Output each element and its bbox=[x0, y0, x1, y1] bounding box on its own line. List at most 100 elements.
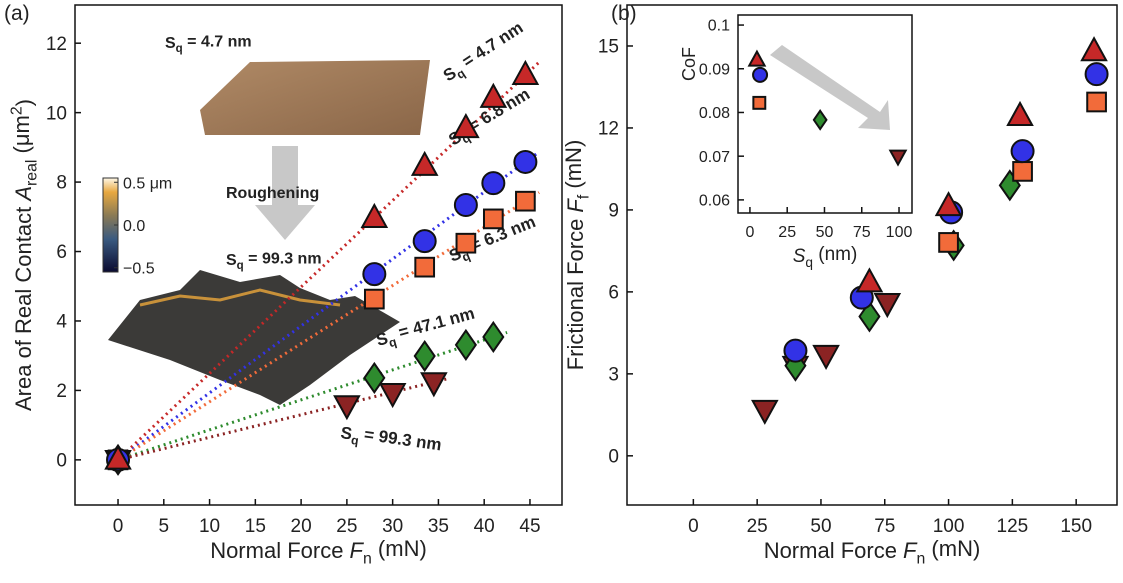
marker bbox=[454, 328, 477, 361]
x-tick-label: 0 bbox=[688, 516, 699, 537]
y-tick-label: 12 bbox=[598, 119, 619, 140]
marker bbox=[1086, 91, 1107, 113]
y-tick-label: 10 bbox=[46, 103, 67, 124]
x-tick-label: 0 bbox=[113, 516, 124, 537]
marker bbox=[1010, 139, 1035, 164]
x-tick-label: 45 bbox=[519, 516, 540, 537]
marker bbox=[414, 256, 436, 278]
image-label-part: S bbox=[165, 35, 176, 52]
x-tick-label: 75 bbox=[874, 516, 895, 537]
marker bbox=[513, 149, 538, 174]
marker bbox=[363, 361, 386, 394]
marker bbox=[378, 383, 407, 409]
x-axis-label-part: (mN) bbox=[372, 536, 427, 561]
x-tick-label: 30 bbox=[382, 516, 403, 537]
series-label-part: = 4.7 nm bbox=[455, 18, 527, 74]
marker bbox=[873, 293, 902, 319]
x-tick-label: 50 bbox=[816, 224, 834, 241]
marker bbox=[511, 59, 540, 85]
marker bbox=[752, 95, 767, 110]
marker bbox=[747, 49, 767, 67]
marker bbox=[479, 82, 508, 108]
marker bbox=[360, 202, 389, 228]
marker bbox=[363, 288, 385, 310]
y-tick-label: 4 bbox=[56, 312, 67, 333]
panel-label: (a) bbox=[4, 2, 30, 25]
x-tick-label: 20 bbox=[291, 516, 312, 537]
y-tick-label: 0 bbox=[608, 446, 619, 467]
x-axis-label: Normal Force Fn (mN) bbox=[764, 536, 981, 568]
y-tick-label: 0.1 bbox=[708, 18, 730, 35]
marker bbox=[482, 208, 504, 230]
x-tick-label: 50 bbox=[810, 516, 831, 537]
x-tick-label: 35 bbox=[428, 516, 449, 537]
marker bbox=[934, 191, 963, 217]
x-tick-label: 40 bbox=[474, 516, 495, 537]
x-tick-label: 100 bbox=[933, 516, 965, 537]
image-label-part: = 4.7 nm bbox=[183, 33, 252, 50]
marker bbox=[812, 109, 828, 131]
marker bbox=[410, 150, 439, 176]
inset-x-label-part: S bbox=[793, 246, 806, 267]
marker bbox=[855, 267, 884, 293]
y-axis-label-part: f bbox=[576, 194, 593, 199]
marker bbox=[452, 112, 480, 139]
y-tick-label: 6 bbox=[608, 283, 619, 304]
x-tick-label: 5 bbox=[159, 516, 170, 537]
series-label-part: q bbox=[387, 335, 398, 350]
marker bbox=[858, 300, 881, 333]
series-label-part: S bbox=[374, 329, 390, 350]
y-tick-label: 9 bbox=[608, 201, 619, 222]
marker bbox=[412, 229, 437, 254]
image-label: Sq = 99.3 nm bbox=[226, 250, 322, 272]
y-tick-label: 12 bbox=[46, 34, 67, 55]
image-label-part: S bbox=[226, 252, 237, 269]
x-axis-label-part: Normal Force bbox=[764, 538, 903, 563]
marker bbox=[420, 372, 448, 398]
image-label: Roughening bbox=[226, 185, 319, 202]
x-axis-label-part: F bbox=[350, 538, 365, 563]
y-tick-label: 0.08 bbox=[699, 105, 730, 122]
colorbar-tick-label: 0.0 bbox=[123, 218, 145, 235]
y-tick-label: 0 bbox=[56, 451, 67, 472]
y-axis-label-part: A bbox=[11, 186, 36, 203]
surface-highlight bbox=[139, 288, 341, 307]
series-label-part: q bbox=[350, 433, 359, 448]
marker bbox=[752, 66, 769, 83]
x-axis-label-part: n bbox=[917, 551, 926, 568]
x-axis-label-part: (mN) bbox=[925, 536, 980, 561]
marker bbox=[481, 171, 506, 196]
plot-frame bbox=[626, 4, 1118, 506]
inset-x-label: Sq (nm) bbox=[793, 244, 858, 270]
y-axis-label-part: (μm bbox=[9, 115, 34, 159]
y-axis-label: Area of Real Contact Areal (μm2) bbox=[9, 99, 41, 411]
fit-line bbox=[117, 331, 508, 462]
y-tick-label: 0.07 bbox=[699, 149, 730, 166]
x-tick-label: 100 bbox=[886, 224, 913, 241]
x-axis-label: Normal Force Fn (mN) bbox=[210, 536, 427, 568]
marker bbox=[455, 232, 477, 254]
marker bbox=[333, 395, 361, 421]
marker bbox=[515, 190, 536, 212]
series-label: Sq = 99.3 nm bbox=[339, 421, 443, 459]
y-axis-label-part: ) bbox=[12, 99, 37, 106]
panel-label: (b) bbox=[611, 2, 637, 25]
y-tick-label: 0.09 bbox=[699, 61, 730, 78]
image-label: Sq = 4.7 nm bbox=[165, 33, 252, 55]
x-axis-label-part: F bbox=[903, 538, 918, 563]
inset-arrow bbox=[770, 45, 890, 130]
marker bbox=[1006, 100, 1034, 127]
y-tick-label: 6 bbox=[56, 242, 67, 263]
marker bbox=[1012, 161, 1033, 182]
y-tick-label: 8 bbox=[56, 173, 67, 194]
marker bbox=[104, 444, 132, 470]
x-tick-label: 10 bbox=[199, 516, 220, 537]
colorbar-tick-label: 0.5 μm bbox=[123, 175, 172, 192]
x-axis-label-part: Normal Force bbox=[210, 538, 349, 563]
y-axis-label-part: 2 bbox=[9, 106, 26, 115]
inset-x-label-part: q bbox=[805, 255, 813, 270]
marker bbox=[453, 193, 478, 217]
y-axis-label-part: Frictional Force bbox=[563, 213, 588, 371]
marker bbox=[482, 320, 505, 354]
